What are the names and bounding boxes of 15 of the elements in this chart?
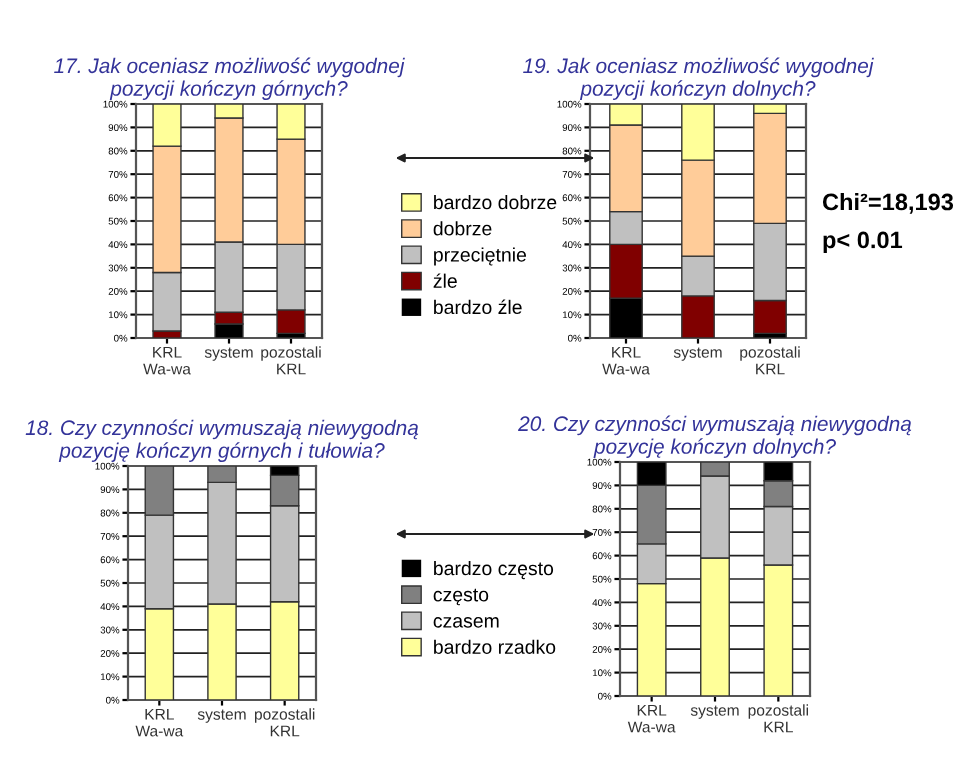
- legend-label: bardzo źle: [434, 299, 522, 315]
- legend-label: często: [433, 588, 489, 606]
- chart-title: 17. Jak oceniasz możliwość wygodnej pozycji kończyn górnych?: [54, 57, 405, 100]
- chart-title: 18. Czy czynności wymuszają niewygodną pozycję kończyn górnych i tułowia?: [25, 419, 419, 462]
- legend-label: bardzo rzadko: [434, 639, 556, 654]
- legend-label: bardzo dobrze: [434, 194, 557, 210]
- text: Chi²=18,193: [822, 192, 954, 214]
- text: p< 0.01: [823, 231, 903, 253]
- legend-label: dobrze: [433, 221, 492, 236]
- legend-label: przeciętnie: [434, 247, 526, 266]
- legend-label: czasem: [433, 617, 499, 628]
- legend-label: źle: [433, 273, 457, 288]
- chart-title: 19. Jak oceniasz możliwość wygodnej pozycji kończyn dolnych?: [523, 57, 874, 100]
- legend-label: bardzo często: [434, 560, 554, 580]
- chart-title: 20. Czy czynności wymuszają niewygodną pozycję kończyn dolnych?: [518, 415, 912, 458]
